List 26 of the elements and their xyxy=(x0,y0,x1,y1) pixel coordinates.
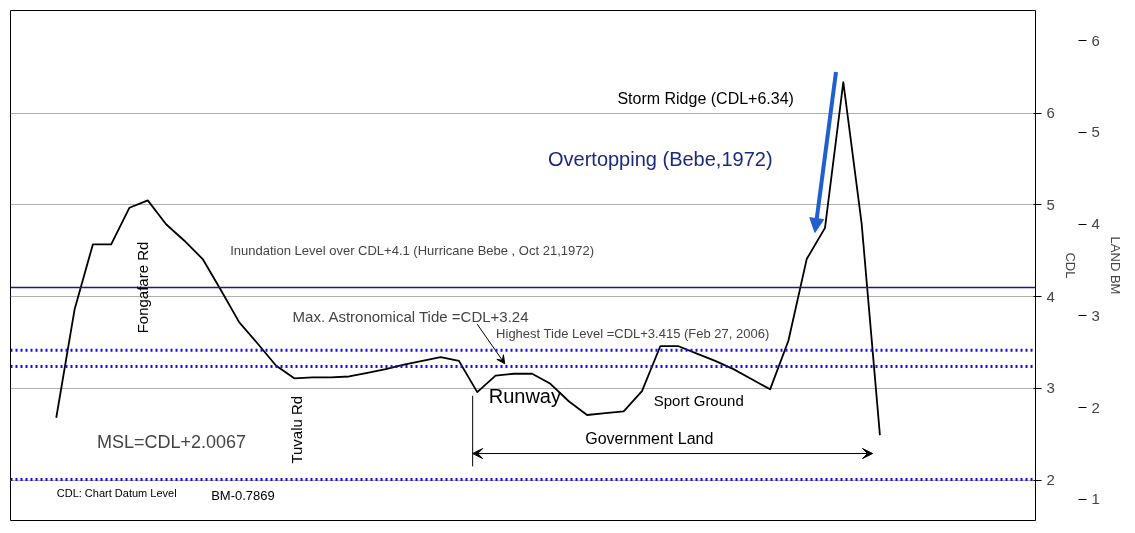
ref-line-label: Inundation Level over CDL+4.1 (Hurricane Bebe , Oct 21,1972) xyxy=(230,243,594,259)
y-tick-label: 2 xyxy=(1046,471,1055,489)
y2-tick-label: 3 xyxy=(1091,306,1100,324)
ref-line-label: Highest Tide Level =CDL+3.415 (Feb 27, 2006) xyxy=(496,325,770,341)
y-tick-label: 5 xyxy=(1046,195,1055,213)
annotation: CDL: Chart Datum Level xyxy=(56,486,177,499)
y-tick-label: 6 xyxy=(1046,104,1055,122)
annotation: Sport Ground xyxy=(653,391,744,409)
y-tick-label: 4 xyxy=(1046,287,1055,305)
ref-line-label: MSL=CDL+2.0067 xyxy=(97,431,247,452)
annotation: Runway xyxy=(488,384,561,407)
y2-tick-label: 6 xyxy=(1091,31,1100,49)
y-tick-label: 3 xyxy=(1046,379,1055,397)
y2-tick-label: 2 xyxy=(1091,398,1100,416)
annotation: Fongafare Rd xyxy=(133,241,151,334)
annotation: Storm Ridge (CDL+6.34) xyxy=(617,90,794,108)
y2-axis-title: LAND BM xyxy=(1107,236,1123,295)
y-axis-title: CDL xyxy=(1062,252,1078,279)
annotation: BM-0.7869 xyxy=(211,488,275,504)
ref-line-label: Max. Astronomical Tide =CDL+3.24 xyxy=(292,308,529,326)
annotation: Tuvalu Rd xyxy=(287,395,305,464)
annotation: Government Land xyxy=(585,430,714,448)
annotation: Overtopping (Bebe,1972) xyxy=(547,148,773,171)
y2-tick-label: 4 xyxy=(1091,215,1100,233)
y2-tick-label: 1 xyxy=(1091,490,1100,508)
y2-tick-label: 5 xyxy=(1091,123,1100,141)
